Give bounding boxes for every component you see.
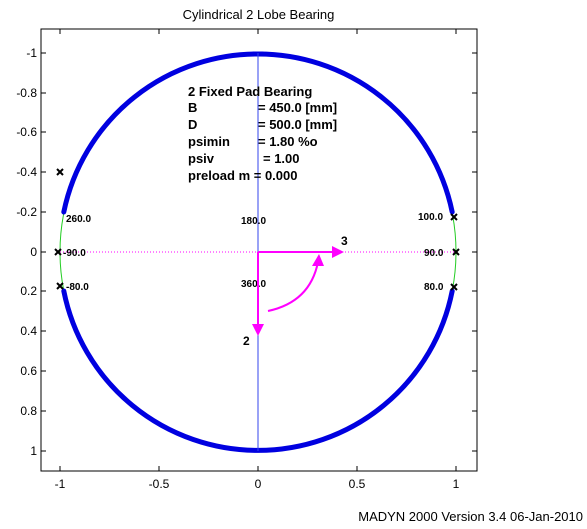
info-value: = 450.0 [mm] xyxy=(258,100,337,115)
y-tick-label: 0.8 xyxy=(20,404,37,418)
angle-label: 80.0 xyxy=(424,282,444,293)
y-tick-label: -0.2 xyxy=(16,205,37,219)
y-tick-label: 0.6 xyxy=(20,364,37,378)
y-tick-label: -0.4 xyxy=(16,165,37,179)
info-preload: preload m = 0.000 xyxy=(188,168,297,183)
angle-label: 260.0 xyxy=(66,214,91,225)
info-value: = 1.00 xyxy=(263,151,300,166)
pad-markers xyxy=(54,168,460,291)
x-tick-label: 0 xyxy=(255,477,262,491)
x-tick-label: -1 xyxy=(55,477,66,491)
info-label: B xyxy=(188,100,197,115)
info-heading: 2 Fixed Pad Bearing xyxy=(188,84,312,99)
pad-arc-top-left xyxy=(61,51,265,215)
y-axis: -1 -0.8 -0.6 -0.4 -0.2 0 0.2 0.4 0.6 0.8… xyxy=(16,46,477,458)
coordinate-arrows xyxy=(252,246,344,336)
info-value: = 1.80 %o xyxy=(258,134,318,149)
info-label: psimin xyxy=(188,134,230,149)
x-tick-label: -0.5 xyxy=(149,477,170,491)
y-tick-label: -0.8 xyxy=(16,86,37,100)
arrow-label-2: 2 xyxy=(243,334,250,348)
angle-label: -80.0 xyxy=(66,282,89,293)
bearing-info: 2 Fixed Pad Bearing B = 450.0 [mm] D = 5… xyxy=(188,84,337,183)
version-footer: MADYN 2000 Version 3.4 06-Jan-2010 xyxy=(358,509,583,524)
y-tick-label: 0.2 xyxy=(20,284,37,298)
pad-arc-top-right xyxy=(251,51,455,215)
axes-frame xyxy=(40,28,478,472)
info-label: D xyxy=(188,117,197,132)
arrow-label-3: 3 xyxy=(341,234,348,248)
angle-label: -90.0 xyxy=(63,248,86,259)
angle-label: 90.0 xyxy=(424,248,444,259)
x-tick-label: 0.5 xyxy=(349,477,366,491)
y-tick-label: 0 xyxy=(30,245,37,259)
y-tick-label: -0.6 xyxy=(16,125,37,139)
x-tick-label: 1 xyxy=(453,477,460,491)
info-value: = 500.0 [mm] xyxy=(258,117,337,132)
y-tick-label: 0.4 xyxy=(20,324,37,338)
angle-label: 360.0 xyxy=(241,279,266,290)
y-tick-label: 1 xyxy=(30,444,37,458)
plot-title: Cylindrical 2 Lobe Bearing xyxy=(182,7,335,22)
y-tick-label: -1 xyxy=(26,46,37,60)
info-label: psiv xyxy=(188,151,215,166)
angle-label: 100.0 xyxy=(418,212,443,223)
angle-label: 180.0 xyxy=(241,216,266,227)
x-axis: -1 -0.5 0 0.5 1 xyxy=(55,29,460,491)
